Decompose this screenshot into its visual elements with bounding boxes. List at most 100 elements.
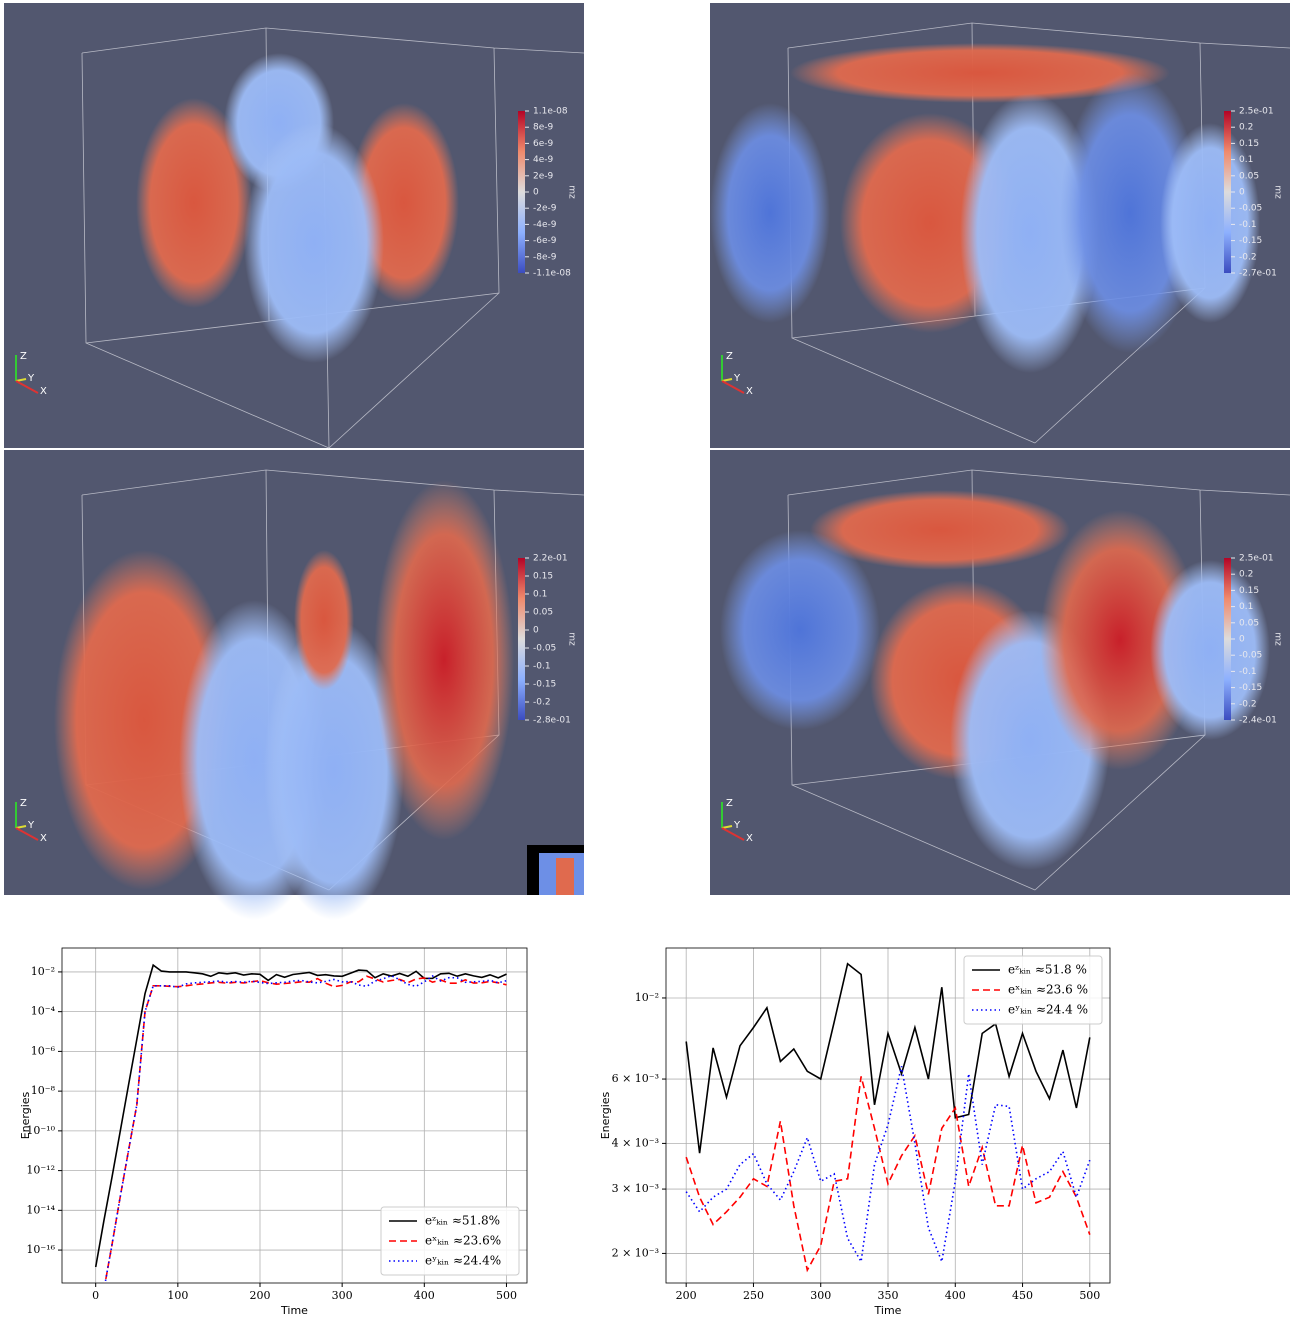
colorbar-tick-label: 0.15 [533, 572, 553, 582]
triad-axis [721, 827, 745, 841]
colorbar-label: mz [567, 185, 577, 199]
colorbar-tick-label: 2e-9 [533, 171, 554, 181]
y-tick-label: 10⁻⁴ [31, 1005, 56, 1018]
triad-label: Y [733, 373, 741, 384]
render-panel: 2.5e-01 0.2 0.15 0.1 0.05 0 -0.05 -0.1 -0.15 -0.2… [710, 3, 1291, 448]
legend-label: eʸₖᵢₙ ≈24.4% [425, 1254, 501, 1268]
field-region [136, 98, 252, 308]
triad-label: Y [27, 820, 35, 831]
x-tick-label: 450 [1012, 1289, 1033, 1302]
colorbar [518, 111, 525, 273]
colorbar [1224, 111, 1231, 273]
field-region [264, 620, 404, 920]
colorbar-label: mz [1273, 185, 1283, 199]
colorbar-tick-label: 2.2e-01 [533, 554, 568, 564]
colorbar-tick-label: -4e-9 [533, 220, 557, 230]
x-tick-label: 200 [676, 1289, 697, 1302]
colorbar-tick-label: 1.1e-08 [533, 107, 568, 117]
x-tick-label: 350 [878, 1289, 899, 1302]
colorbar-tick-label: -2e-9 [533, 204, 557, 214]
y-tick-label: 10⁻¹⁶ [26, 1243, 55, 1256]
colorbar [1224, 558, 1231, 720]
plot-frame [61, 947, 528, 1284]
x-tick-label: 250 [743, 1289, 764, 1302]
y-tick-label: 10⁻¹⁰ [26, 1124, 55, 1137]
colorbar-tick-label: -0.15 [533, 680, 556, 690]
field-region [810, 490, 1070, 570]
x-tick-label: 500 [1079, 1289, 1100, 1302]
colorbar-label: mz [1273, 632, 1283, 646]
x-tick-label: 400 [414, 1289, 435, 1302]
line-chart: 0 100 200 300 400 500 10⁻¹⁶ 10⁻¹⁴ 10⁻¹² 10⁻¹⁰ 10⁻⁸… [19, 947, 528, 1317]
triad-axis [15, 380, 39, 394]
colorbar-tick-label: 2.5e-01 [1239, 107, 1274, 117]
triad-label: X [746, 386, 753, 397]
y-tick-label: 10⁻¹⁴ [26, 1203, 55, 1216]
render-panels: 1.1e-08 8e-9 6e-9 4e-9 2e-9 0 -2e-9 -4e-9 -6e-9 -… [4, 3, 1291, 920]
colorbar-tick-label: -0.1 [1239, 220, 1257, 230]
y-tick-label: 10⁻² [31, 965, 55, 978]
colorbar-tick-label: -2.7e-01 [1239, 269, 1277, 279]
render-panel: 2.2e-01 0.15 0.1 0.05 0 -0.05 -0.1 -0.15 -0.2 -2.… [4, 450, 585, 920]
field-region [720, 530, 880, 730]
colorbar-tick-label: -2.8e-01 [533, 716, 571, 726]
colorbar-tick-label: 0.05 [1239, 171, 1259, 181]
colorbar-tick-label: 0.1 [1239, 155, 1253, 165]
triad-label: Y [733, 820, 741, 831]
triad-axis [721, 380, 745, 394]
colorbar-tick-label: -0.05 [1239, 204, 1262, 214]
colorbar-tick-label: 0.1 [1239, 602, 1253, 612]
colorbar-tick-label: 8e-9 [533, 123, 554, 133]
colorbar-tick-label: -0.15 [1239, 236, 1262, 246]
triad-axis [721, 378, 733, 382]
colorbar-tick-label: 0 [1239, 188, 1245, 198]
field-region [374, 480, 514, 840]
colorbar-tick-label: 0.15 [1239, 139, 1259, 149]
colorbar-tick-label: 0.15 [1239, 586, 1259, 596]
field-region [1150, 560, 1270, 740]
legend-box [380, 1206, 520, 1276]
colorbar-tick-label: -0.2 [533, 698, 551, 708]
colorbar-tick-label: 0.05 [533, 608, 553, 618]
legend-label: eᶻₖᵢₙ ≈51.8 % [1008, 963, 1087, 977]
y-tick-label: 10⁻² [635, 991, 659, 1004]
field-region [244, 123, 384, 363]
legend-label: eˣₖᵢₙ ≈23.6% [425, 1234, 501, 1248]
x-tick-label: 0 [92, 1289, 99, 1302]
charts: 0 100 200 300 400 500 10⁻¹⁶ 10⁻¹⁴ 10⁻¹² 10⁻¹⁰ 10⁻⁸… [19, 947, 1111, 1317]
colorbar-label: mz [567, 632, 577, 646]
inset-view [556, 858, 574, 895]
triad-axis [15, 827, 39, 841]
colorbar-tick-label: 0.2 [1239, 123, 1253, 133]
triad-label: Z [726, 798, 733, 809]
colorbar-tick-label: -0.05 [533, 644, 556, 654]
colorbar-tick-label: 6e-9 [533, 139, 554, 149]
x-tick-label: 500 [496, 1289, 517, 1302]
triad-label: X [746, 833, 753, 844]
colorbar-tick-label: -1.1e-08 [533, 269, 571, 279]
x-axis-label: Time [874, 1304, 902, 1317]
series-line [94, 963, 507, 1268]
colorbar-tick-label: 0.05 [1239, 618, 1259, 628]
x-axis-label: Time [280, 1304, 308, 1317]
field-region [790, 43, 1170, 103]
y-tick-label: 6 × 10⁻³ [612, 1072, 659, 1085]
legend-label: eˣₖᵢₙ ≈23.6 % [1008, 983, 1088, 997]
triad-axis [721, 825, 733, 829]
series-line [685, 1076, 1091, 1273]
y-tick-label: 3 × 10⁻³ [612, 1182, 659, 1195]
x-tick-label: 100 [167, 1289, 188, 1302]
triad-axis [15, 825, 27, 829]
colorbar-tick-label: -0.2 [1239, 699, 1257, 709]
y-axis-label: Energies [19, 1091, 32, 1139]
triad-label: Z [20, 351, 27, 362]
x-tick-label: 200 [249, 1289, 270, 1302]
colorbar-tick-label: 0 [533, 626, 539, 636]
colorbar-tick-label: -0.1 [1239, 667, 1257, 677]
field-region [710, 103, 830, 323]
x-tick-label: 300 [332, 1289, 353, 1302]
field-region [1060, 73, 1200, 353]
colorbar-tick-label: -6e-9 [533, 236, 557, 246]
